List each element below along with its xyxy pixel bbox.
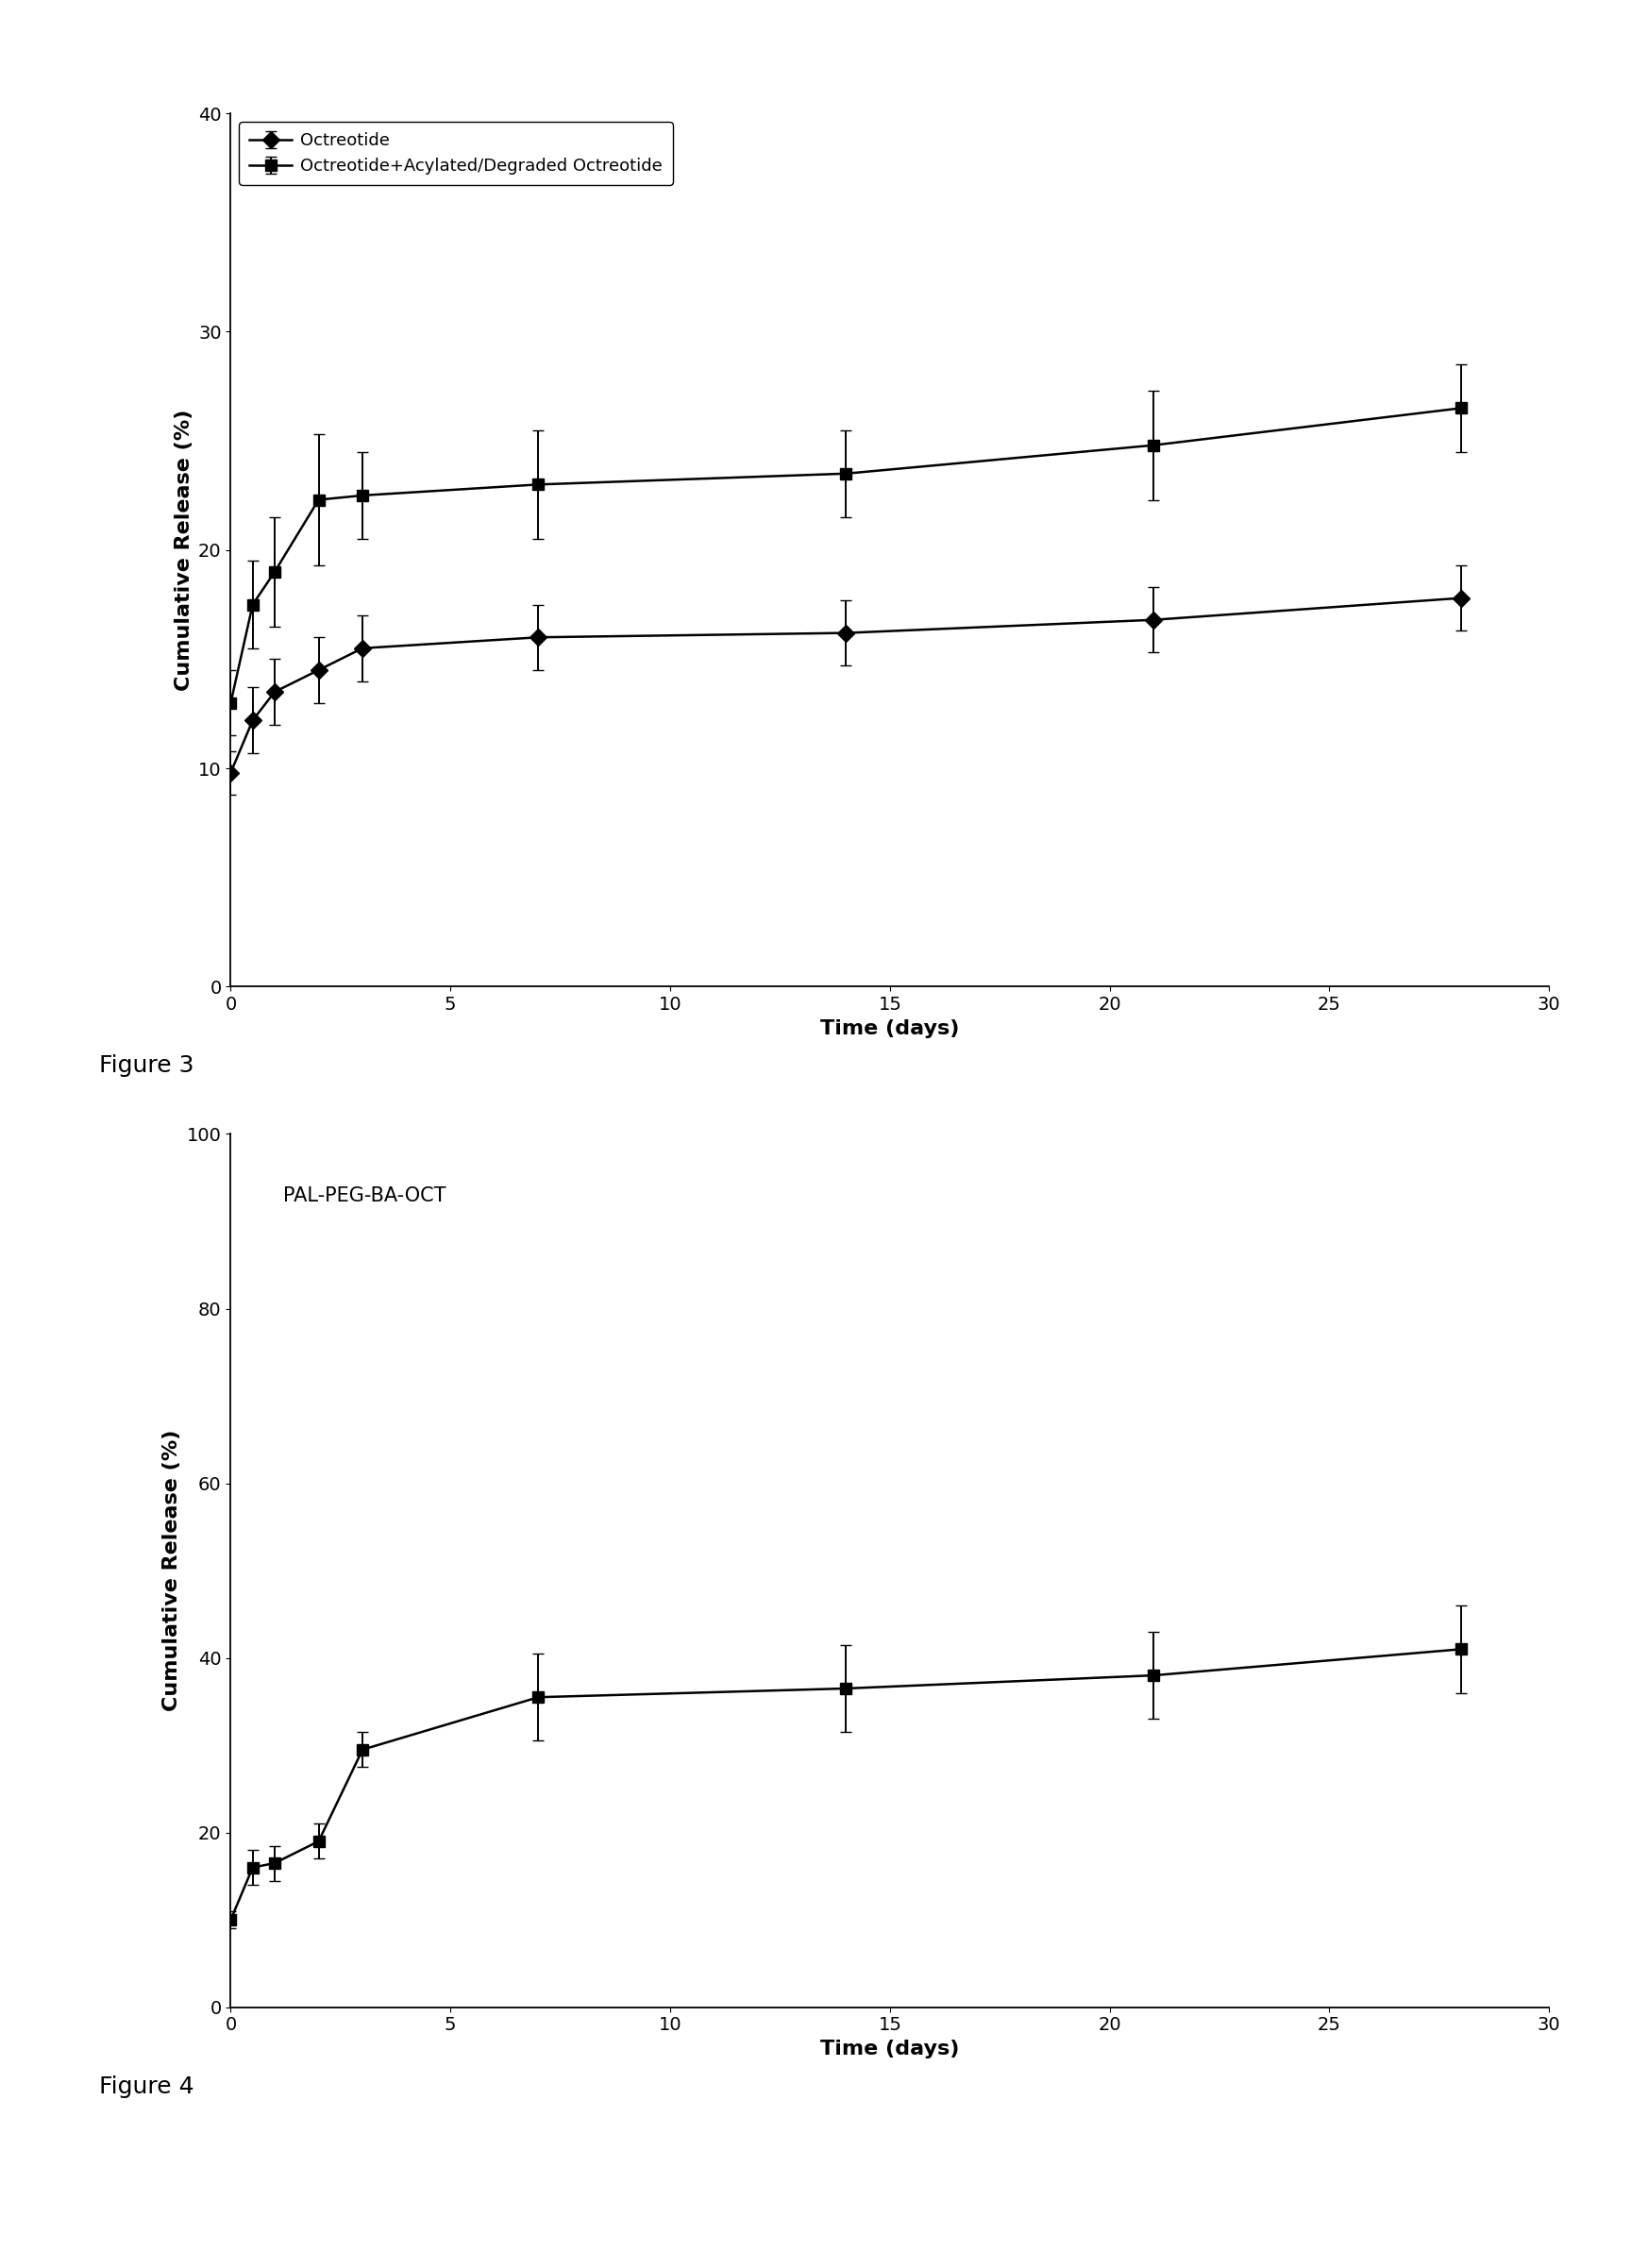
Text: PAL-PEG-BA-OCT: PAL-PEG-BA-OCT: [283, 1186, 447, 1204]
Legend: Octreotide, Octreotide+Acylated/Degraded Octreotide: Octreotide, Octreotide+Acylated/Degraded…: [239, 122, 672, 186]
Text: Figure 3: Figure 3: [99, 1055, 194, 1077]
Y-axis label: Cumulative Release (%): Cumulative Release (%): [175, 408, 193, 692]
X-axis label: Time (days): Time (days): [821, 2039, 959, 2059]
Text: Figure 4: Figure 4: [99, 2075, 194, 2098]
Y-axis label: Cumulative Release (%): Cumulative Release (%): [163, 1429, 181, 1712]
X-axis label: Time (days): Time (days): [821, 1018, 959, 1039]
